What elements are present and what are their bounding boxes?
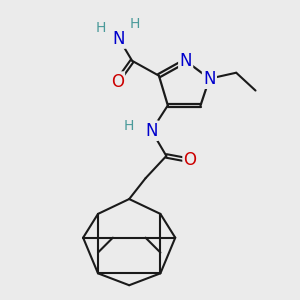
Text: H: H bbox=[96, 21, 106, 35]
Text: O: O bbox=[111, 73, 124, 91]
Text: H: H bbox=[124, 119, 134, 133]
Text: N: N bbox=[145, 122, 158, 140]
Text: N: N bbox=[112, 29, 125, 47]
Text: N: N bbox=[179, 52, 192, 70]
Text: O: O bbox=[184, 152, 196, 169]
Text: N: N bbox=[203, 70, 216, 88]
Text: H: H bbox=[130, 17, 140, 31]
